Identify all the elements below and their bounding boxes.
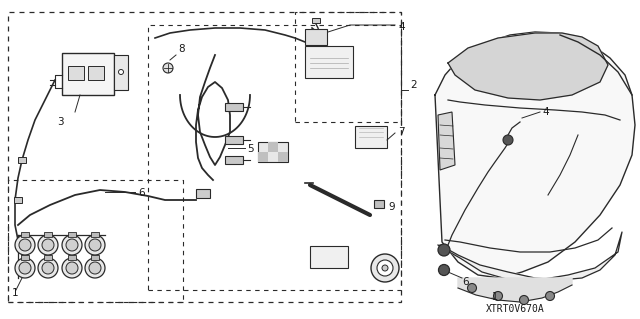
Bar — [44, 255, 52, 260]
Bar — [44, 232, 52, 237]
Text: 8: 8 — [178, 44, 184, 54]
Bar — [355, 126, 387, 148]
Circle shape — [85, 258, 105, 278]
Text: XTRT0V670A: XTRT0V670A — [486, 304, 545, 314]
Circle shape — [42, 239, 54, 251]
Circle shape — [438, 244, 450, 256]
Circle shape — [377, 260, 393, 276]
Bar — [91, 255, 99, 260]
Bar — [114, 55, 128, 90]
Bar — [88, 66, 104, 80]
Bar — [68, 232, 76, 237]
Circle shape — [38, 235, 58, 255]
Bar — [305, 29, 327, 45]
Circle shape — [163, 63, 173, 73]
Circle shape — [19, 262, 31, 274]
Text: 5: 5 — [247, 144, 253, 154]
Bar — [8, 12, 401, 302]
Bar — [14, 197, 22, 203]
Bar — [225, 103, 243, 111]
Circle shape — [89, 239, 101, 251]
Circle shape — [85, 235, 105, 255]
Bar — [278, 152, 288, 162]
Circle shape — [89, 262, 101, 274]
Bar — [196, 189, 210, 198]
Bar — [21, 232, 29, 237]
Circle shape — [38, 258, 58, 278]
Circle shape — [66, 239, 78, 251]
Polygon shape — [438, 112, 455, 170]
Text: 3: 3 — [57, 117, 63, 127]
Circle shape — [371, 254, 399, 282]
Circle shape — [545, 292, 554, 300]
Bar — [258, 142, 288, 162]
Bar — [268, 142, 278, 152]
Circle shape — [503, 135, 513, 145]
Circle shape — [42, 262, 54, 274]
Bar — [258, 152, 268, 162]
Circle shape — [493, 292, 502, 300]
Circle shape — [19, 239, 31, 251]
Polygon shape — [458, 278, 572, 302]
Bar — [295, 12, 401, 122]
Circle shape — [66, 262, 78, 274]
Bar — [310, 246, 348, 268]
Text: 4: 4 — [542, 107, 548, 117]
Bar — [68, 255, 76, 260]
Polygon shape — [448, 33, 608, 100]
Bar — [305, 46, 353, 78]
Bar — [21, 255, 29, 260]
Bar — [148, 25, 401, 290]
Text: 4: 4 — [398, 22, 404, 32]
Bar — [18, 157, 26, 163]
Circle shape — [15, 235, 35, 255]
Circle shape — [382, 265, 388, 271]
Bar — [374, 200, 384, 208]
Bar — [225, 136, 243, 144]
Text: 6: 6 — [462, 277, 468, 287]
Circle shape — [15, 258, 35, 278]
Circle shape — [438, 264, 449, 276]
Bar — [312, 18, 320, 23]
Text: 2: 2 — [410, 80, 417, 90]
Bar — [225, 156, 243, 164]
Circle shape — [62, 258, 82, 278]
Bar — [68, 66, 84, 80]
Text: 7: 7 — [398, 127, 404, 137]
Bar — [8, 180, 183, 302]
Polygon shape — [438, 232, 622, 280]
Text: 9: 9 — [388, 202, 395, 212]
Circle shape — [467, 284, 477, 293]
Text: 1: 1 — [492, 292, 498, 302]
Circle shape — [118, 70, 124, 75]
Circle shape — [520, 295, 529, 305]
Text: 1: 1 — [12, 288, 19, 298]
Circle shape — [62, 235, 82, 255]
Bar — [62, 53, 114, 95]
Polygon shape — [435, 32, 635, 278]
Text: 6: 6 — [138, 188, 145, 198]
Bar — [91, 232, 99, 237]
